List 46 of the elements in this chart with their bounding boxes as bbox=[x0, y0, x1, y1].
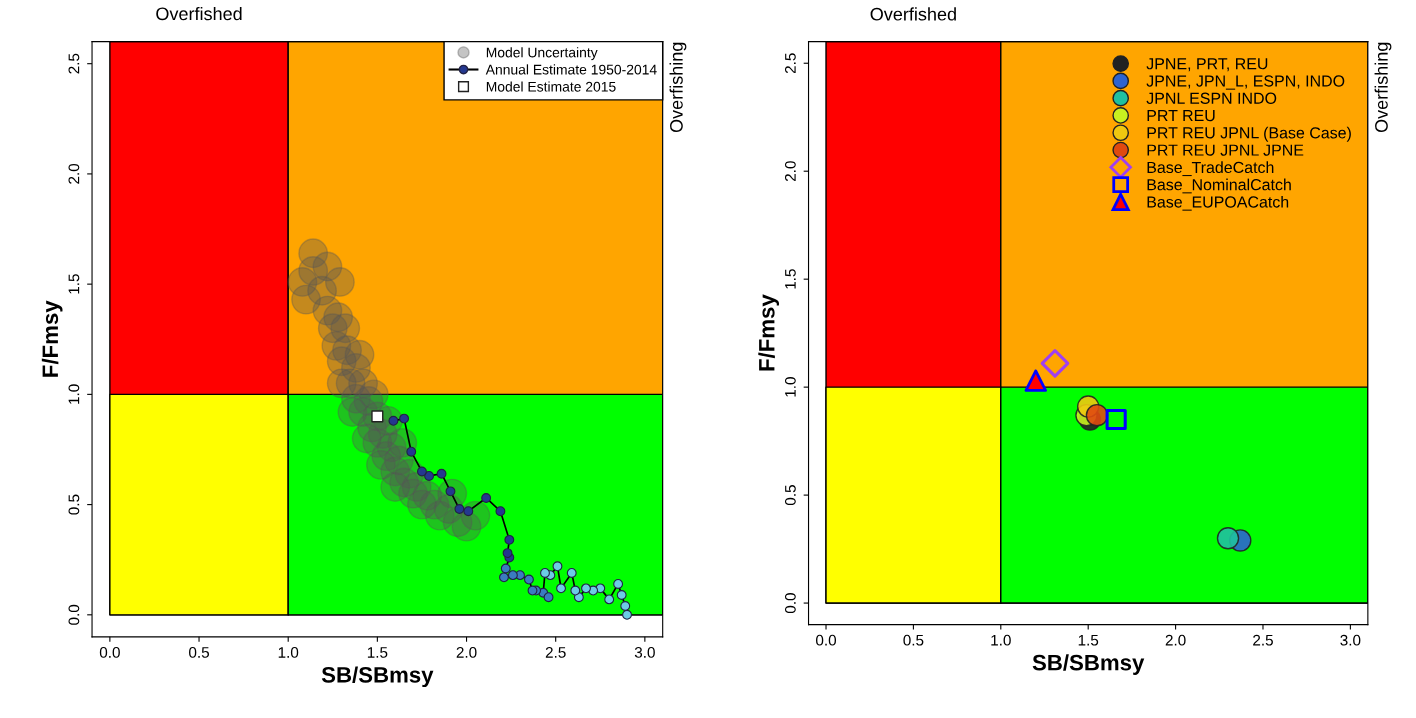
x-tick-label: 0.5 bbox=[189, 646, 210, 658]
y-tick-label: 1.0 bbox=[784, 377, 796, 397]
y-tick-label: 1.5 bbox=[785, 269, 796, 289]
legend-label: Annual Estimate 1950-2014 bbox=[485, 64, 657, 75]
y-tick-label: 2.5 bbox=[68, 53, 80, 74]
y-tick-label: 0.0 bbox=[784, 593, 796, 614]
x-tick-label: 2.5 bbox=[1253, 634, 1273, 646]
text: Overfishing bbox=[1374, 42, 1392, 133]
x-tick-label: 0.5 bbox=[903, 634, 924, 646]
legend-label: Base_TradeCatch bbox=[1147, 161, 1274, 177]
legend-label: Model Uncertainty bbox=[486, 47, 598, 61]
x-tick-label: 1.5 bbox=[367, 647, 388, 658]
x-tick-label: 1.0 bbox=[991, 634, 1011, 646]
legend-label: Model Estimate 2015 bbox=[486, 81, 616, 92]
y-tick-label: 0.0 bbox=[68, 604, 80, 625]
x-tick-label: 1.5 bbox=[1078, 634, 1099, 646]
y-tick-label: 1.5 bbox=[68, 274, 80, 294]
legend-label: Base_NominalCatch bbox=[1147, 178, 1291, 194]
legend-label: PRT REU bbox=[1147, 110, 1215, 122]
x-tick-label: 3.0 bbox=[634, 646, 655, 658]
x-tick-label: 0.0 bbox=[99, 646, 120, 658]
y-axis-title: F/Fmsy bbox=[758, 294, 780, 371]
x-tick-label: 2.5 bbox=[545, 646, 566, 658]
text: Overfished bbox=[156, 6, 242, 21]
legend-label: PRT REU JPNL (Base Case) bbox=[1147, 126, 1351, 142]
legend-label: JPNE, PRT, REU bbox=[1146, 58, 1268, 72]
y-axis-title: F/Fmsy bbox=[41, 300, 63, 377]
x-axis-title: SB/SBmsy bbox=[321, 666, 434, 688]
y-tick-label: 1.0 bbox=[68, 384, 80, 404]
legend-label: PRT REU JPNL JPNE bbox=[1147, 144, 1304, 156]
text: Overfishing bbox=[669, 42, 687, 133]
y-tick-label: 2.0 bbox=[784, 161, 796, 182]
y-tick-label: 0.5 bbox=[68, 494, 80, 515]
legend-label: Base_EUPOACatch bbox=[1147, 195, 1289, 211]
y-tick-label: 2.0 bbox=[68, 163, 80, 184]
legend-label: JPNE, JPN_L, ESPN, INDO bbox=[1146, 75, 1345, 90]
text: Overfished bbox=[870, 7, 956, 21]
x-tick-label: 0.0 bbox=[815, 634, 837, 646]
x-tick-label: 2.0 bbox=[456, 646, 477, 658]
legend-label: JPNL ESPN INDO bbox=[1146, 92, 1277, 104]
x-tick-label: 2.0 bbox=[1165, 634, 1186, 646]
y-tick-label: 2.5 bbox=[784, 53, 796, 74]
y-tick-label: 0.5 bbox=[784, 485, 796, 506]
x-axis-title: SB/SBmsy bbox=[1032, 654, 1145, 675]
x-tick-label: 3.0 bbox=[1340, 634, 1361, 646]
x-tick-label: 1.0 bbox=[278, 646, 299, 658]
